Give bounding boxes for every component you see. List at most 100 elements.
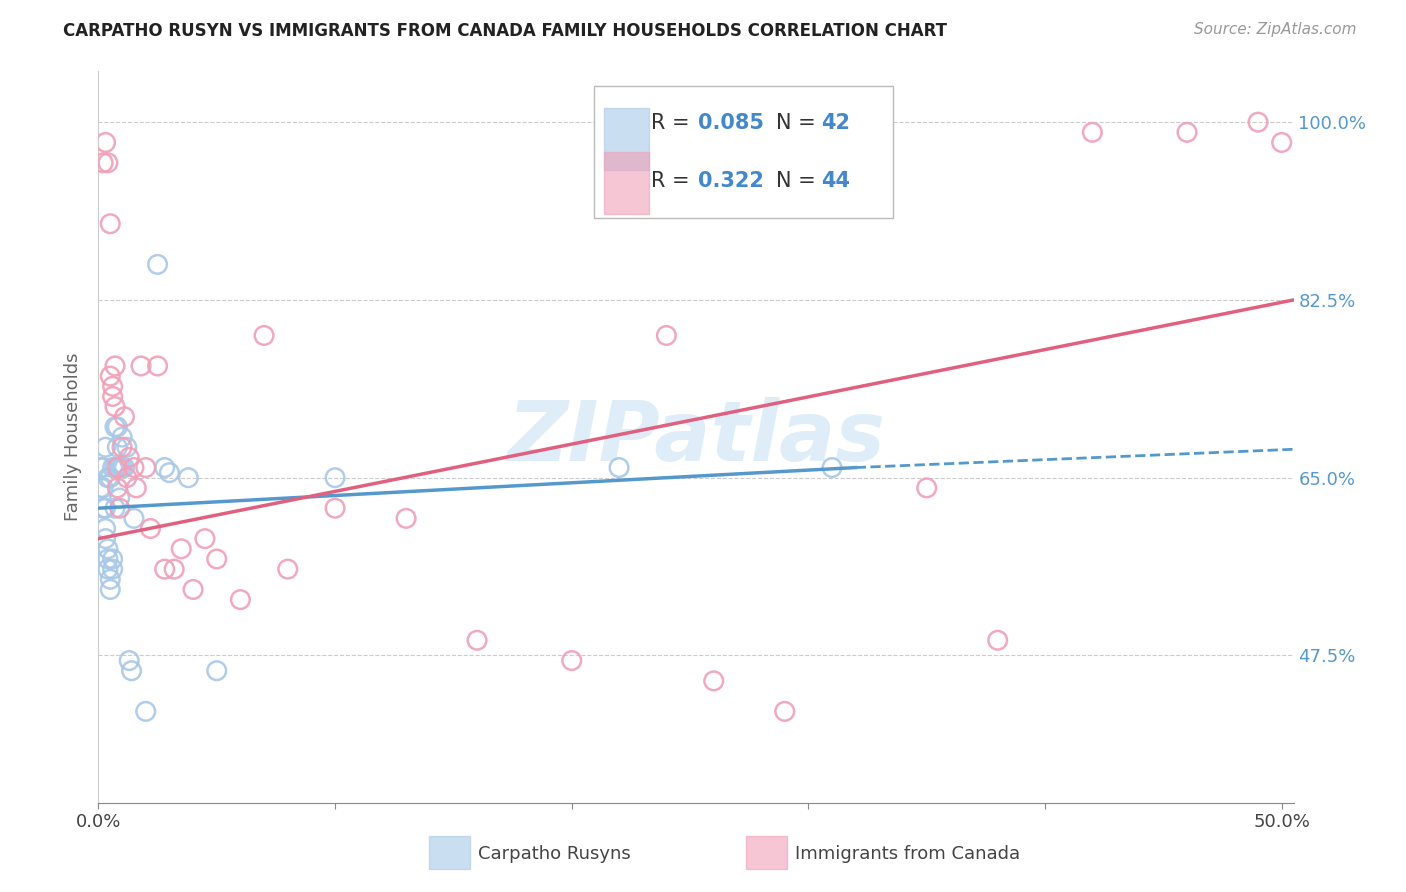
Point bbox=[181, 582, 204, 597]
Point bbox=[125, 481, 148, 495]
Point bbox=[277, 562, 299, 576]
Point bbox=[153, 562, 176, 576]
Text: Carpatho Rusyns: Carpatho Rusyns bbox=[478, 845, 631, 863]
Point bbox=[105, 420, 128, 434]
Point bbox=[90, 481, 112, 495]
Point bbox=[1247, 115, 1270, 129]
Point bbox=[101, 552, 124, 566]
Point bbox=[323, 471, 346, 485]
Point bbox=[98, 582, 121, 597]
Point bbox=[108, 491, 131, 505]
Point bbox=[1271, 136, 1294, 150]
Point bbox=[987, 633, 1010, 648]
FancyBboxPatch shape bbox=[747, 836, 787, 870]
Text: 42: 42 bbox=[821, 112, 851, 133]
FancyBboxPatch shape bbox=[605, 108, 650, 170]
Point bbox=[163, 562, 186, 576]
Text: 0.085: 0.085 bbox=[699, 112, 765, 133]
Text: ZIPatlas: ZIPatlas bbox=[508, 397, 884, 477]
Text: R =: R = bbox=[651, 171, 696, 191]
Point bbox=[118, 450, 141, 465]
Point bbox=[703, 673, 725, 688]
Point bbox=[91, 460, 114, 475]
Point bbox=[253, 328, 276, 343]
Y-axis label: Family Households: Family Households bbox=[65, 353, 83, 521]
Text: R =: R = bbox=[651, 112, 696, 133]
Point bbox=[94, 501, 117, 516]
Point bbox=[323, 501, 346, 516]
Point bbox=[135, 705, 157, 719]
FancyBboxPatch shape bbox=[595, 86, 893, 218]
Point bbox=[104, 460, 127, 475]
Point bbox=[90, 460, 112, 475]
Point bbox=[101, 389, 124, 403]
Point bbox=[98, 471, 121, 485]
FancyBboxPatch shape bbox=[605, 152, 650, 214]
Point bbox=[97, 541, 120, 556]
Point bbox=[821, 460, 844, 475]
Point bbox=[108, 501, 131, 516]
Point bbox=[91, 155, 114, 169]
Point bbox=[122, 511, 145, 525]
Point bbox=[104, 501, 127, 516]
Text: 0.322: 0.322 bbox=[699, 171, 765, 191]
Point bbox=[561, 654, 583, 668]
Point bbox=[194, 532, 217, 546]
Point bbox=[1175, 125, 1198, 139]
Point bbox=[122, 460, 145, 475]
Point bbox=[97, 155, 120, 169]
Point bbox=[97, 562, 120, 576]
Point bbox=[229, 592, 252, 607]
Point bbox=[105, 460, 128, 475]
Point bbox=[111, 440, 134, 454]
Point bbox=[115, 471, 138, 485]
Point bbox=[91, 501, 114, 516]
Point bbox=[108, 460, 131, 475]
FancyBboxPatch shape bbox=[429, 836, 470, 870]
Point bbox=[121, 664, 143, 678]
Point bbox=[205, 552, 228, 566]
Point bbox=[395, 511, 418, 525]
Point bbox=[115, 440, 138, 454]
Point bbox=[97, 471, 120, 485]
Point bbox=[98, 369, 121, 384]
Point bbox=[139, 521, 162, 535]
Point bbox=[94, 532, 117, 546]
Point bbox=[146, 257, 169, 271]
Point bbox=[104, 420, 127, 434]
Point bbox=[170, 541, 193, 556]
Point bbox=[94, 136, 117, 150]
Point bbox=[465, 633, 488, 648]
Point bbox=[655, 328, 678, 343]
Point bbox=[101, 379, 124, 393]
Point bbox=[157, 466, 180, 480]
Point bbox=[98, 217, 121, 231]
Point bbox=[98, 572, 121, 586]
Point bbox=[104, 359, 127, 373]
Point bbox=[94, 440, 117, 454]
Point bbox=[129, 359, 152, 373]
Text: Source: ZipAtlas.com: Source: ZipAtlas.com bbox=[1194, 22, 1357, 37]
Point bbox=[205, 664, 228, 678]
Point bbox=[915, 481, 938, 495]
Point bbox=[111, 430, 134, 444]
Point bbox=[773, 705, 796, 719]
Point bbox=[114, 460, 136, 475]
Point bbox=[114, 409, 136, 424]
Point bbox=[105, 481, 128, 495]
Text: Immigrants from Canada: Immigrants from Canada bbox=[796, 845, 1021, 863]
Point bbox=[104, 400, 127, 414]
Text: N =: N = bbox=[776, 171, 823, 191]
Point bbox=[101, 562, 124, 576]
Point bbox=[135, 460, 157, 475]
Point bbox=[101, 460, 124, 475]
Point bbox=[153, 460, 176, 475]
Point bbox=[105, 440, 128, 454]
Point bbox=[91, 481, 114, 495]
Point bbox=[97, 552, 120, 566]
Point bbox=[1081, 125, 1104, 139]
Text: 44: 44 bbox=[821, 171, 851, 191]
Point bbox=[146, 359, 169, 373]
Point bbox=[177, 471, 200, 485]
Point bbox=[94, 521, 117, 535]
